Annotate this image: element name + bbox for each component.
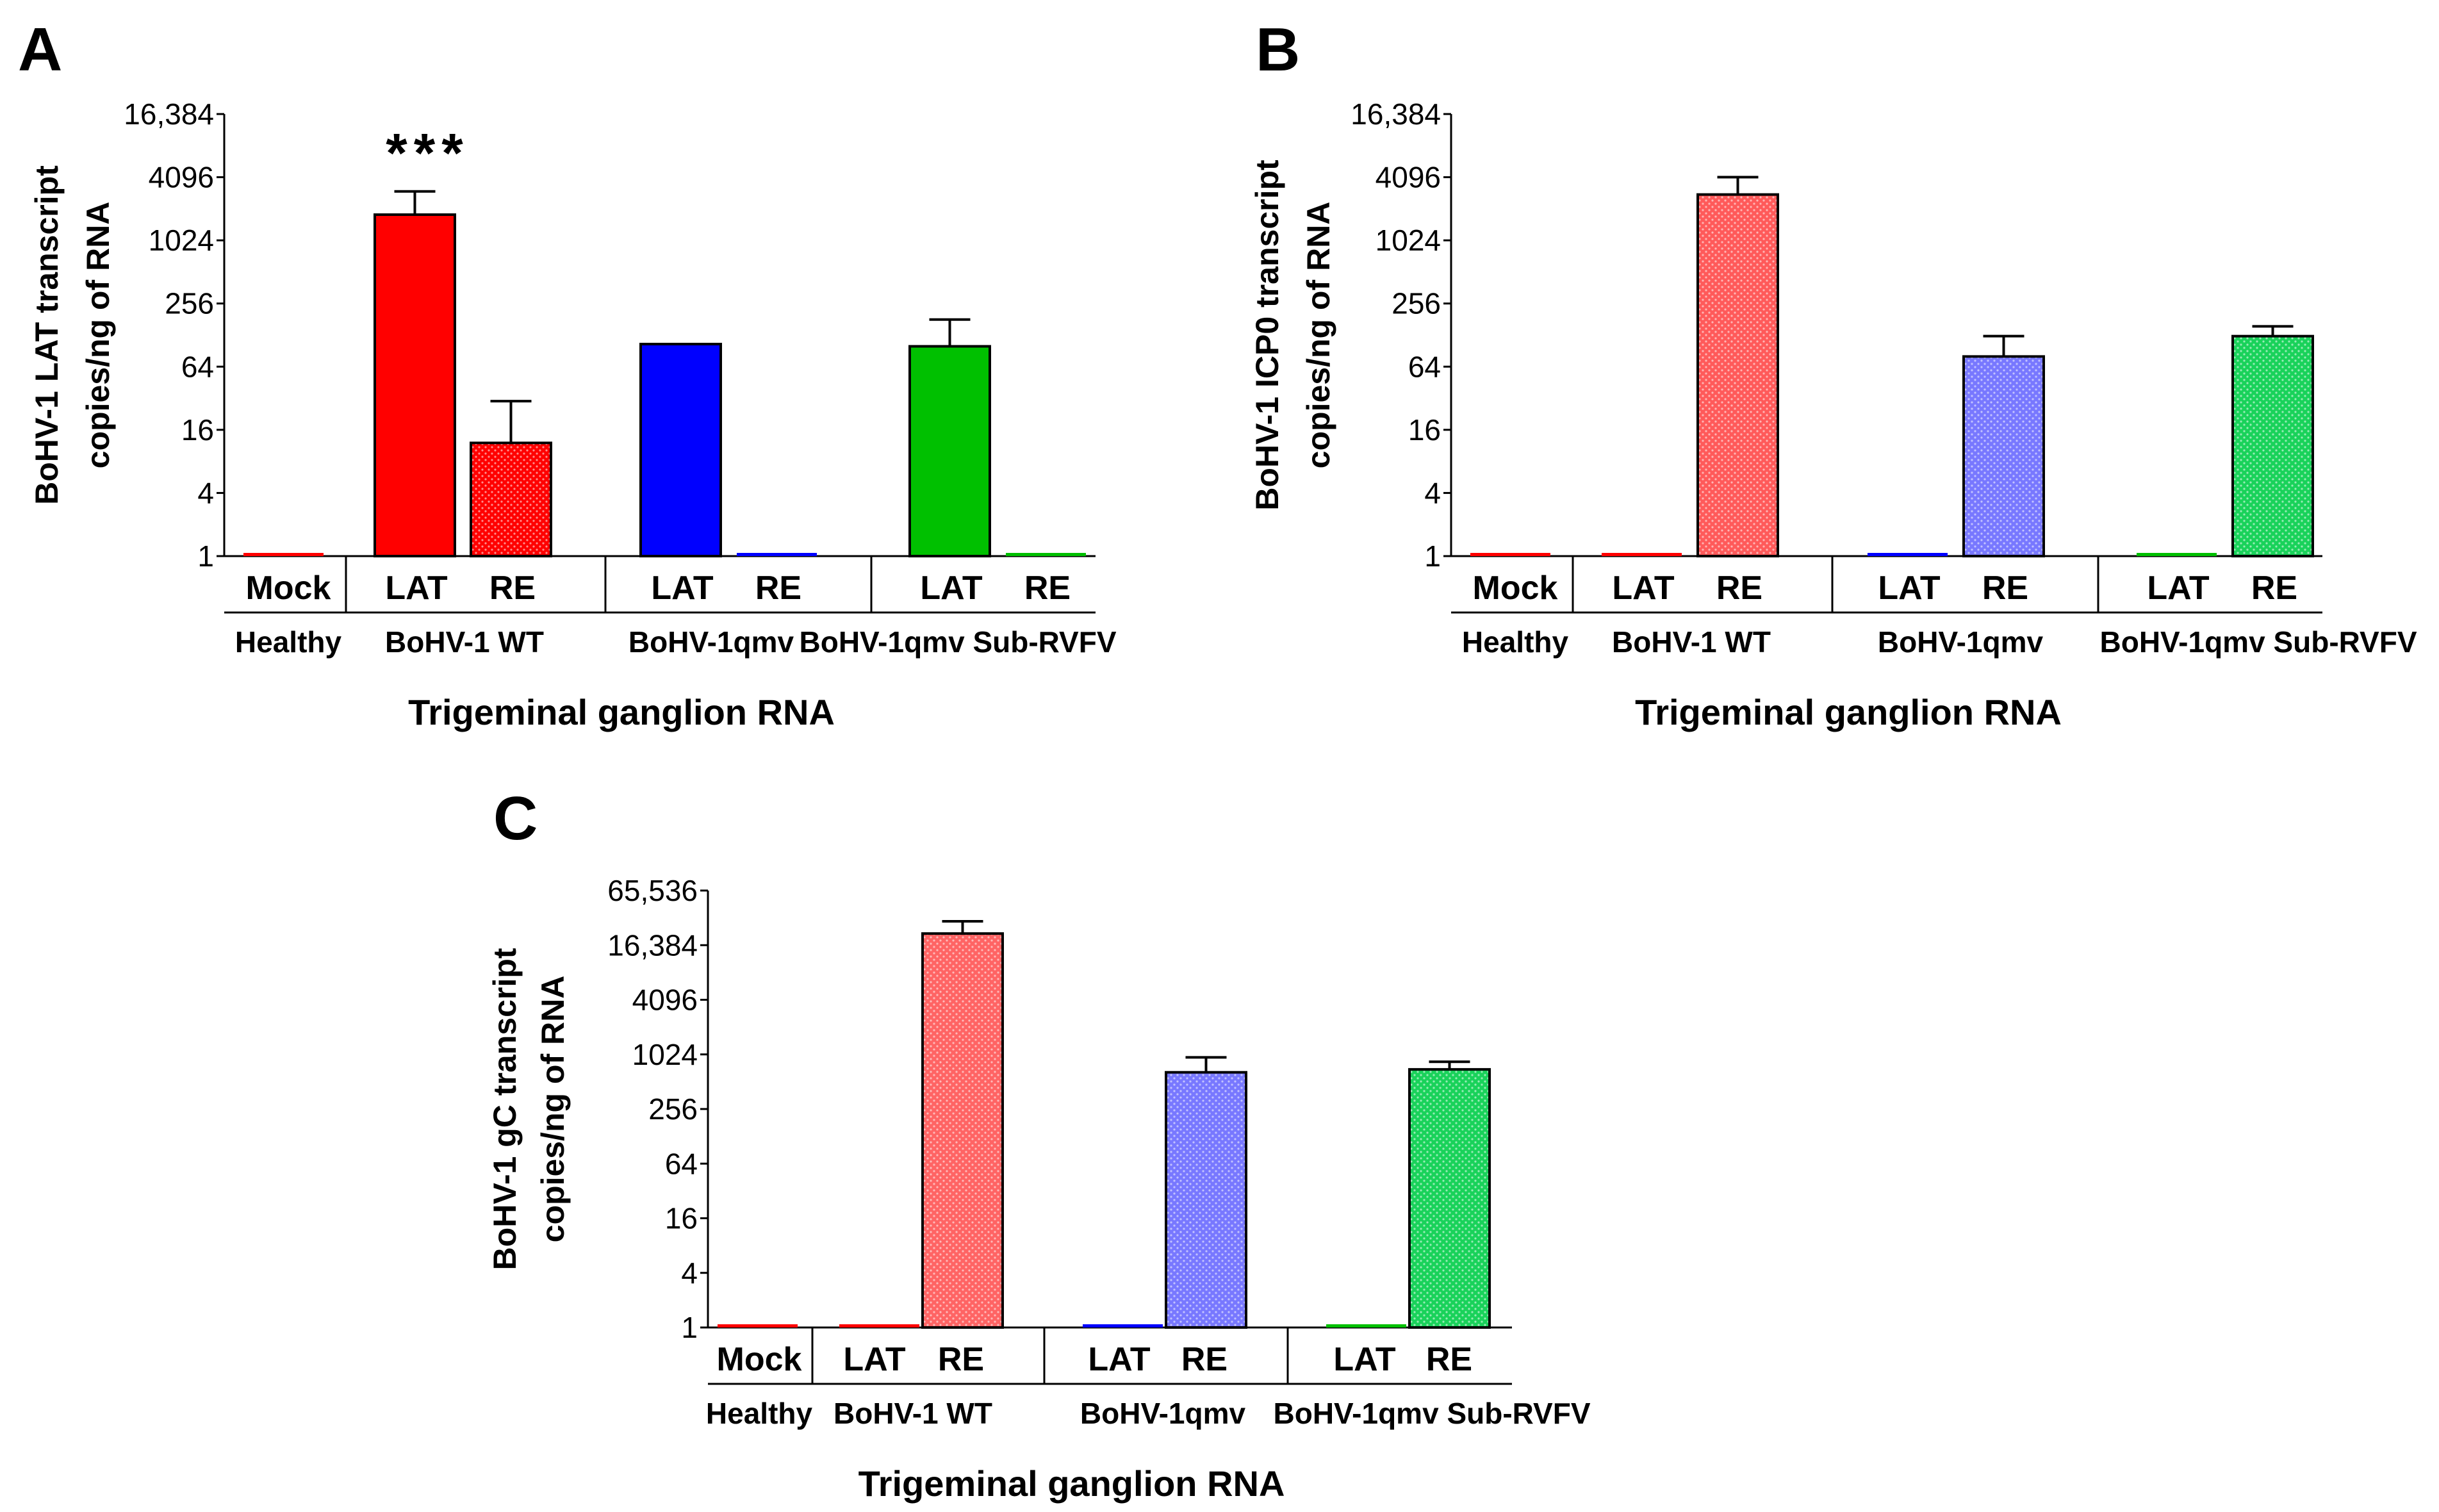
y-axis-title-line2: copies/ng of RNA <box>1301 202 1336 469</box>
bar <box>908 345 991 557</box>
bar <box>374 213 456 557</box>
y-tick-label: 16,384 <box>1351 97 1441 131</box>
group-label: BoHV-1qmv <box>1080 1397 1246 1430</box>
bar-pattern <box>924 935 1001 1326</box>
bar <box>243 553 324 556</box>
panel-letter: C <box>493 784 538 853</box>
bar-label: Mock <box>717 1341 802 1378</box>
bar <box>1868 553 1948 556</box>
bar-label: RE <box>1024 570 1071 607</box>
y-tick-label: 1024 <box>1376 224 1441 257</box>
group-label: Healthy <box>235 625 342 659</box>
bar <box>1083 1324 1163 1327</box>
bar-pattern <box>1167 1073 1245 1326</box>
bar-label: RE <box>755 570 801 607</box>
y-tick-label: 256 <box>648 1092 698 1126</box>
y-tick-label: 4 <box>197 476 214 509</box>
bar-label: LAT <box>1088 1341 1150 1378</box>
bar-label: RE <box>2251 570 2297 607</box>
bar-pattern <box>2234 337 2312 555</box>
group-label: BoHV-1qmv <box>1878 625 2044 659</box>
bar <box>1470 553 1550 556</box>
y-tick-label: 4096 <box>149 161 214 194</box>
x-axis-title: Trigeminal ganglion RNA <box>1635 692 2062 732</box>
bar-pattern <box>1965 357 2042 555</box>
bar <box>737 553 817 556</box>
y-tick-label: 4 <box>1424 476 1441 509</box>
bar-pattern <box>1699 195 1777 555</box>
y-axis-title-line2: copies/ng of RNA <box>535 976 571 1243</box>
bar-label: RE <box>489 570 536 607</box>
significance-marker: *** <box>386 123 469 185</box>
y-tick-label: 16 <box>181 413 214 447</box>
y-tick-label: 1 <box>681 1311 698 1344</box>
bar-label: RE <box>1181 1341 1228 1378</box>
y-tick-label: 256 <box>165 287 214 320</box>
bar-label: RE <box>938 1341 984 1378</box>
panel-b: B 1 4 16 64 256 1024 4096 16,384 Mock LAT RE LAT RE LA… <box>1249 15 2417 732</box>
y-tick-label: 4096 <box>632 983 698 1017</box>
panel-c: C 1 4 16 64 256 1024 4096 16,384 65,536 Mock LAT RE L… <box>487 784 1591 1504</box>
y-tick-label: 16,384 <box>124 97 214 131</box>
group-label: BoHV-1qmv Sub-RVFV <box>2100 625 2417 659</box>
panel-letter: A <box>18 15 62 84</box>
y-tick-label: 16,384 <box>607 928 698 962</box>
group-label: BoHV-1qmv <box>628 625 794 659</box>
y-tick-label: 1024 <box>149 224 214 257</box>
bar <box>839 1324 919 1327</box>
bar-label: LAT <box>385 570 447 607</box>
panel-letter: B <box>1256 15 1300 84</box>
y-tick-label: 4 <box>681 1256 698 1290</box>
y-axis-title-line2: copies/ng of RNA <box>80 202 116 469</box>
y-tick-label: 64 <box>181 350 214 383</box>
group-label: Healthy <box>706 1397 813 1430</box>
y-tick-label: 1 <box>1424 539 1441 573</box>
bar <box>639 343 722 557</box>
bar-label: RE <box>1982 570 2028 607</box>
bar-label: LAT <box>1333 1341 1395 1378</box>
bar <box>718 1324 798 1327</box>
y-axis-title-line1: BoHV-1 gC transcript <box>487 948 523 1270</box>
y-tick-label: 1 <box>197 539 214 573</box>
x-axis-title: Trigeminal ganglion RNA <box>858 1463 1285 1504</box>
bar-pattern <box>1411 1071 1488 1326</box>
y-tick-label: 64 <box>1408 350 1441 383</box>
bar-label: LAT <box>1612 570 1674 607</box>
bar-label: LAT <box>651 570 713 607</box>
y-tick-label: 256 <box>1392 287 1441 320</box>
group-label: Healthy <box>1462 625 1569 659</box>
bar-label: LAT <box>1878 570 1940 607</box>
bar-label: Mock <box>246 570 331 607</box>
bar-label: RE <box>1426 1341 1472 1378</box>
group-label: BoHV-1 WT <box>834 1397 992 1430</box>
bar-label: LAT <box>920 570 982 607</box>
y-tick-label: 1024 <box>632 1038 698 1071</box>
group-label: BoHV-1 WT <box>385 625 544 659</box>
group-label: BoHV-1qmv Sub-RVFV <box>800 625 1117 659</box>
y-axis-title-line1: BoHV-1 LAT transcript <box>29 165 65 505</box>
bar-label: LAT <box>843 1341 905 1378</box>
y-tick-label: 16 <box>1408 413 1441 447</box>
group-label: BoHV-1 WT <box>1612 625 1771 659</box>
bar <box>1326 1324 1406 1327</box>
y-tick-label: 4096 <box>1376 161 1441 194</box>
bar-label: RE <box>1716 570 1762 607</box>
y-tick-label: 65,536 <box>607 874 698 907</box>
y-tick-label: 16 <box>665 1202 698 1235</box>
group-label: BoHV-1qmv Sub-RVFV <box>1274 1397 1591 1430</box>
bar-label: Mock <box>1473 570 1558 607</box>
bar <box>1602 553 1682 556</box>
x-axis-title: Trigeminal ganglion RNA <box>408 692 835 732</box>
bar-label: LAT <box>2147 570 2209 607</box>
panel-a: A 1 4 16 64 256 1024 4096 16,384 Mock LAT RE LAT RE LA… <box>18 15 1117 732</box>
bar <box>2137 553 2217 556</box>
y-tick-label: 64 <box>665 1147 698 1180</box>
y-axis-title-line1: BoHV-1 ICP0 transcript <box>1249 160 1285 511</box>
bar-pattern <box>472 444 550 555</box>
bar <box>1006 553 1086 556</box>
